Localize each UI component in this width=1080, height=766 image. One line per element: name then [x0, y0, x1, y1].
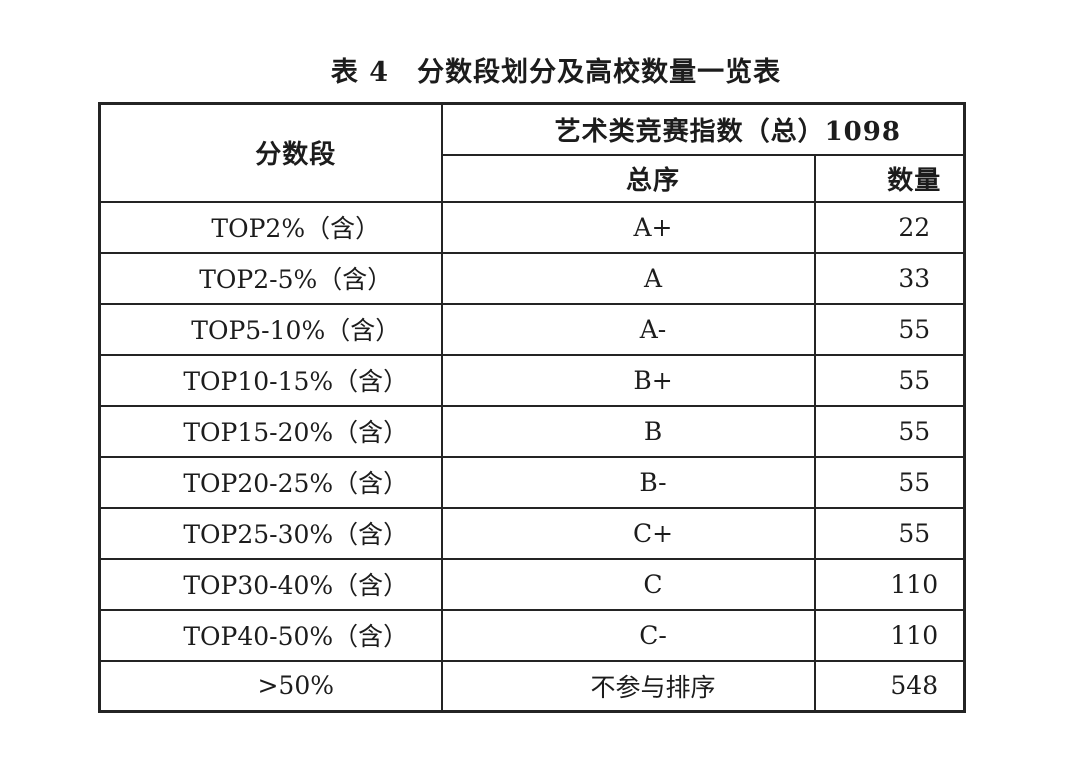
score-band-table: 分数段 艺术类竞赛指数（总）1098 总序 数量 TOP2%（含） A+ 22 …: [98, 102, 966, 713]
count-column-header: 数量: [813, 153, 966, 203]
count-cell: 55: [813, 404, 966, 458]
table-row: TOP2-5%（含） A 33: [98, 251, 966, 305]
table-row: TOP5-10%（含） A- 55: [98, 302, 966, 356]
grade-cell: C-: [440, 608, 816, 662]
table-row: TOP20-25%（含） B- 55: [98, 455, 966, 509]
count-cell: 55: [813, 506, 966, 560]
table-row: TOP10-15%（含） B+ 55: [98, 353, 966, 407]
index-group-header: 艺术类竞赛指数（总）1098: [440, 102, 966, 156]
grade-cell: A: [440, 251, 816, 305]
score-range-cell: >50%: [98, 659, 443, 713]
table-row: TOP30-40%（含） C 110: [98, 557, 966, 611]
score-range-cell: TOP30-40%（含）: [98, 557, 443, 611]
count-cell: 55: [813, 455, 966, 509]
score-range-cell: TOP2%（含）: [98, 200, 443, 254]
grade-cell: B+: [440, 353, 816, 407]
table-row: TOP40-50%（含） C- 110: [98, 608, 966, 662]
grade-cell: C+: [440, 506, 816, 560]
table-row: >50% 不参与排序 548: [98, 659, 966, 713]
table-row: TOP15-20%（含） B 55: [98, 404, 966, 458]
grade-cell: A+: [440, 200, 816, 254]
count-cell: 110: [813, 557, 966, 611]
grade-cell: C: [440, 557, 816, 611]
count-cell: 33: [813, 251, 966, 305]
header-row-sub: 总序 数量: [100, 153, 966, 203]
order-column-header: 总序: [440, 153, 816, 203]
grade-cell: 不参与排序: [440, 659, 816, 713]
score-range-cell: TOP15-20%（含）: [98, 404, 443, 458]
count-cell: 55: [813, 353, 966, 407]
header-row-group: 分数段 艺术类竞赛指数（总）1098: [98, 102, 966, 203]
count-cell: 548: [813, 659, 966, 713]
grade-cell: B-: [440, 455, 816, 509]
count-cell: 22: [813, 200, 966, 254]
count-cell: 55: [813, 302, 966, 356]
score-range-cell: TOP20-25%（含）: [98, 455, 443, 509]
table-title: 表 4 分数段划分及高校数量一览表: [330, 57, 782, 88]
score-range-cell: TOP40-50%（含）: [98, 608, 443, 662]
grade-cell: B: [440, 404, 816, 458]
grade-cell: A-: [440, 302, 816, 356]
score-range-cell: TOP10-15%（含）: [98, 353, 443, 407]
count-cell: 110: [813, 608, 966, 662]
table-row: TOP25-30%（含） C+ 55: [98, 506, 966, 560]
score-range-cell: TOP25-30%（含）: [98, 506, 443, 560]
table-row: TOP2%（含） A+ 22: [98, 200, 966, 254]
score-range-cell: TOP2-5%（含）: [98, 251, 443, 305]
score-range-cell: TOP5-10%（含）: [98, 302, 443, 356]
score-band-column-header: 分数段: [98, 102, 443, 203]
